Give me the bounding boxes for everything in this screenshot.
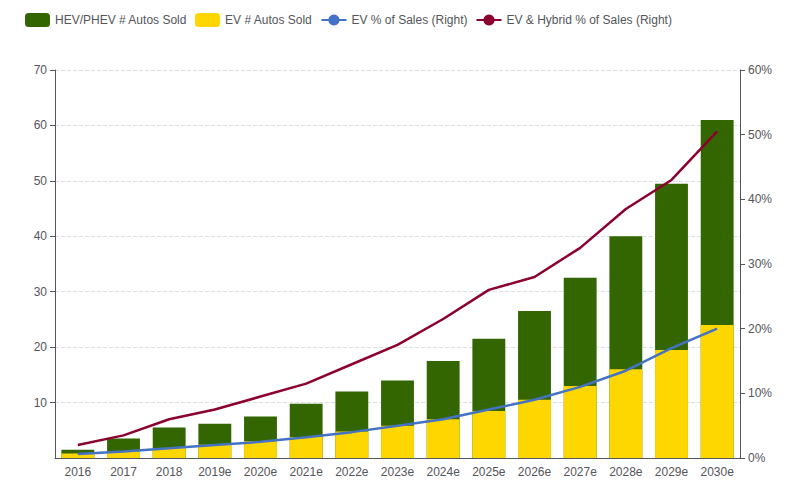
svg-text:EV & Hybrid % of Sales (Right): EV & Hybrid % of Sales (Right)	[506, 13, 671, 27]
svg-text:60%: 60%	[748, 63, 772, 77]
svg-text:40: 40	[34, 229, 48, 243]
svg-text:70: 70	[34, 63, 48, 77]
svg-text:EV % of Sales (Right): EV % of Sales (Right)	[351, 13, 467, 27]
svg-text:2019e: 2019e	[198, 465, 232, 479]
svg-text:50: 50	[34, 174, 48, 188]
svg-text:10%: 10%	[748, 386, 772, 400]
svg-text:2020e: 2020e	[244, 465, 278, 479]
svg-text:2029e: 2029e	[655, 465, 689, 479]
svg-text:2017: 2017	[110, 465, 137, 479]
svg-text:2028e: 2028e	[609, 465, 643, 479]
svg-text:2022e: 2022e	[335, 465, 369, 479]
svg-text:30%: 30%	[748, 257, 772, 271]
svg-text:2018: 2018	[156, 465, 183, 479]
svg-text:EV # Autos Sold: EV # Autos Sold	[225, 13, 312, 27]
svg-text:2016: 2016	[64, 465, 91, 479]
svg-text:0%: 0%	[748, 451, 766, 465]
svg-text:2027e: 2027e	[563, 465, 597, 479]
svg-text:60: 60	[34, 118, 48, 132]
svg-text:20: 20	[34, 340, 48, 354]
svg-text:2025e: 2025e	[472, 465, 506, 479]
svg-text:2026e: 2026e	[518, 465, 552, 479]
svg-text:2024e: 2024e	[426, 465, 460, 479]
svg-text:30: 30	[34, 285, 48, 299]
svg-text:HEV/PHEV # Autos Sold: HEV/PHEV # Autos Sold	[55, 13, 186, 27]
svg-text:50%: 50%	[748, 128, 772, 142]
svg-text:40%: 40%	[748, 192, 772, 206]
svg-text:2023e: 2023e	[381, 465, 415, 479]
svg-text:10: 10	[34, 396, 48, 410]
svg-text:2021e: 2021e	[289, 465, 323, 479]
svg-text:20%: 20%	[748, 322, 772, 336]
svg-text:2030e: 2030e	[700, 465, 734, 479]
